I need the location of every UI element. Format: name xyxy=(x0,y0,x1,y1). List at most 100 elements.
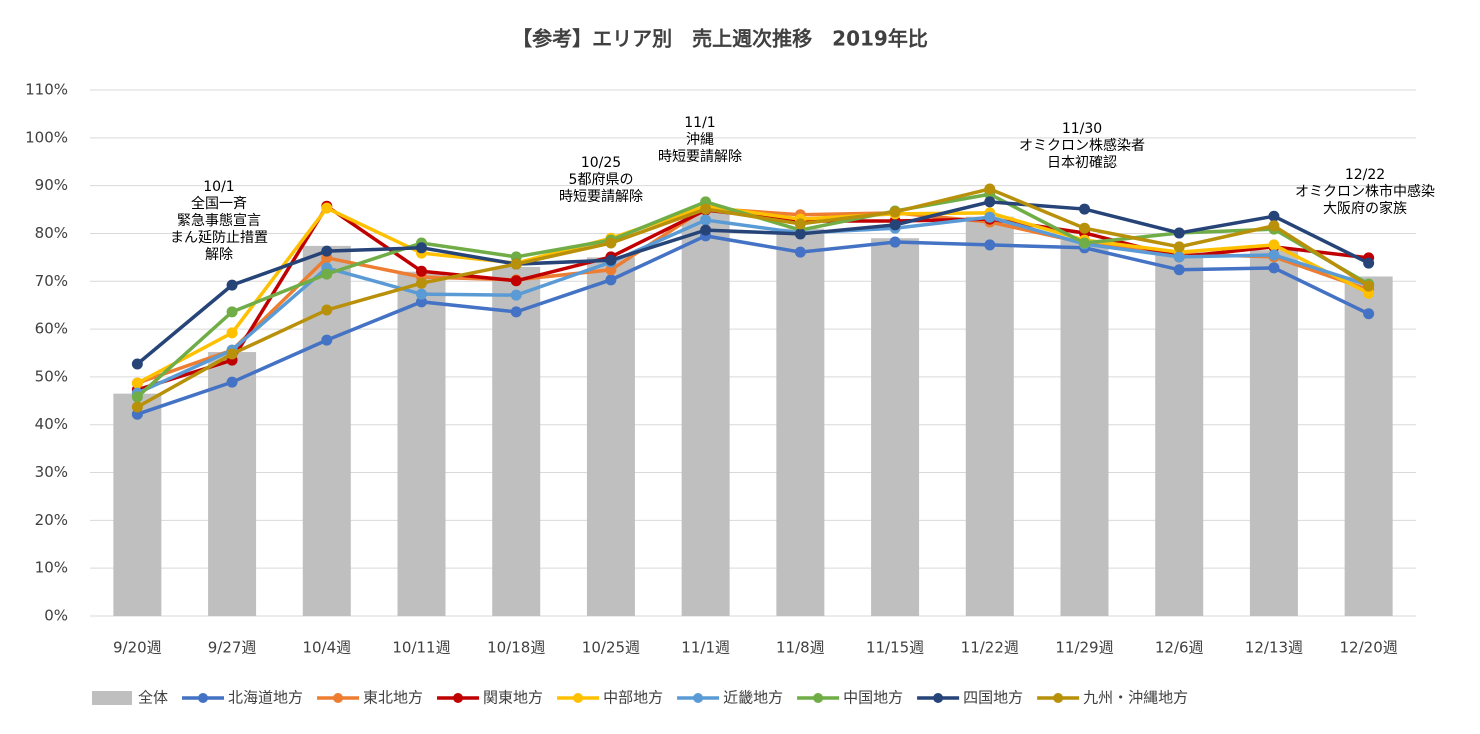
y-tick-label: 70% xyxy=(35,272,68,290)
marker xyxy=(889,206,901,218)
x-tick-label: 11/1週 xyxy=(681,639,730,657)
annotation: 5都府県の xyxy=(569,172,634,188)
legend-label: 四国地方 xyxy=(963,689,1023,707)
marker xyxy=(416,288,427,300)
legend-label: 東北地方 xyxy=(363,689,423,707)
marker xyxy=(321,245,333,257)
bar xyxy=(1249,250,1298,616)
y-tick-label: 0% xyxy=(44,607,68,625)
legend-label: 全体 xyxy=(138,689,168,707)
marker xyxy=(1363,280,1375,292)
series-line xyxy=(136,200,1370,366)
legend-marker xyxy=(333,693,344,703)
x-tick-label: 10/25週 xyxy=(582,639,640,657)
marker xyxy=(510,258,522,270)
annotation: 全国一斉 xyxy=(191,195,247,212)
marker xyxy=(131,401,143,413)
marker xyxy=(1268,210,1280,222)
legend-marker xyxy=(573,693,584,703)
x-tick-label: 10/4週 xyxy=(302,639,351,657)
legend-swatch xyxy=(92,691,132,705)
marker xyxy=(1079,222,1090,234)
marker xyxy=(700,214,712,226)
annotation: オミクロン株市中感染 xyxy=(1295,183,1435,200)
x-tick-label: 12/20週 xyxy=(1340,639,1398,657)
marker xyxy=(510,289,522,301)
annotation: オミクロン株感染者 xyxy=(1019,137,1145,154)
series-line xyxy=(136,215,1370,395)
marker xyxy=(226,327,238,339)
marker xyxy=(226,306,238,318)
marker xyxy=(226,376,238,388)
y-tick-label: 90% xyxy=(35,176,68,194)
marker xyxy=(605,254,617,266)
marker xyxy=(1173,241,1185,253)
annotation: 時短要請解除 xyxy=(658,149,742,165)
marker xyxy=(700,224,712,236)
y-tick-label: 80% xyxy=(35,224,68,242)
annotation: 日本初確認 xyxy=(1047,154,1117,171)
marker xyxy=(1268,220,1280,232)
bar xyxy=(871,238,920,616)
x-tick-label: 11/8週 xyxy=(776,639,825,657)
marker xyxy=(1268,262,1280,274)
bar xyxy=(965,216,1014,616)
y-tick-label: 60% xyxy=(35,320,68,338)
marker xyxy=(1363,257,1375,269)
legend-label: 北海道地方 xyxy=(228,689,303,707)
marker xyxy=(1079,203,1090,215)
bar xyxy=(113,393,162,616)
annotation: 11/1 xyxy=(684,115,715,131)
marker xyxy=(605,274,617,286)
legend-marker xyxy=(1053,693,1064,703)
legend-marker xyxy=(933,693,944,703)
marker xyxy=(1363,308,1375,320)
marker xyxy=(321,202,333,214)
bar xyxy=(208,352,257,616)
marker xyxy=(605,264,617,276)
bar xyxy=(1344,276,1393,616)
annotation: 10/1 xyxy=(203,179,234,195)
legend-marker xyxy=(198,693,209,703)
x-tick-label: 12/6週 xyxy=(1155,639,1204,657)
marker xyxy=(226,348,238,360)
marker xyxy=(794,218,806,230)
series-line xyxy=(136,234,1370,416)
marker xyxy=(321,304,333,316)
legend-label: 中国地方 xyxy=(843,689,903,707)
marker xyxy=(984,239,996,251)
y-tick-label: 30% xyxy=(35,463,68,481)
marker xyxy=(416,242,427,254)
marker xyxy=(984,211,996,223)
marker xyxy=(321,334,333,346)
x-tick-label: 9/27週 xyxy=(208,639,257,657)
annotation: 12/22 xyxy=(1345,167,1385,183)
marker xyxy=(1173,264,1185,276)
legend-label: 関東地方 xyxy=(483,689,543,707)
bar xyxy=(397,271,446,616)
x-tick-label: 11/22週 xyxy=(961,639,1019,657)
annotation: 緊急事態宣言 xyxy=(177,213,261,229)
marker xyxy=(605,237,617,249)
legend-label: 近畿地方 xyxy=(723,689,783,707)
marker xyxy=(1268,239,1280,251)
y-tick-label: 10% xyxy=(35,559,68,577)
marker xyxy=(1173,251,1185,263)
annotation: 時短要請解除 xyxy=(559,189,643,205)
bar xyxy=(776,228,825,616)
bar xyxy=(586,257,635,616)
x-tick-label: 11/29週 xyxy=(1055,639,1113,657)
x-tick-label: 11/15週 xyxy=(866,639,924,657)
bar xyxy=(492,266,541,616)
legend-label: 九州・沖縄地方 xyxy=(1083,689,1188,707)
marker xyxy=(416,296,427,308)
marker xyxy=(700,203,712,215)
series-line xyxy=(136,187,1370,409)
marker xyxy=(889,236,901,248)
marker xyxy=(984,183,996,195)
marker xyxy=(1268,249,1280,261)
y-tick-label: 40% xyxy=(35,415,68,433)
x-tick-label: 10/18週 xyxy=(487,639,545,657)
marker xyxy=(321,268,333,280)
